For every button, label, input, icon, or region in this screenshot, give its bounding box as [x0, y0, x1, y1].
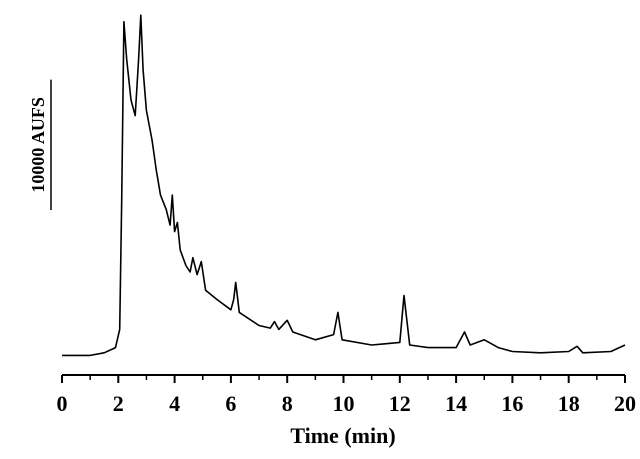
x-axis-title: Time (min)	[290, 423, 395, 448]
x-tick-label: 12	[389, 391, 411, 416]
trace	[62, 14, 626, 357]
x-tick-label: 16	[501, 391, 523, 416]
x-tick-label: 14	[445, 391, 467, 416]
x-tick-label: 2	[113, 391, 124, 416]
x-tick-label: 4	[169, 391, 180, 416]
scale-bar-label: 10000 AUFS	[28, 97, 48, 193]
x-tick-label: 10	[333, 391, 355, 416]
x-tick-label: 20	[614, 391, 636, 416]
x-tick-label: 6	[225, 391, 236, 416]
x-tick-label: 8	[282, 391, 293, 416]
x-tick-label: 18	[558, 391, 580, 416]
x-tick-label: 0	[57, 391, 68, 416]
